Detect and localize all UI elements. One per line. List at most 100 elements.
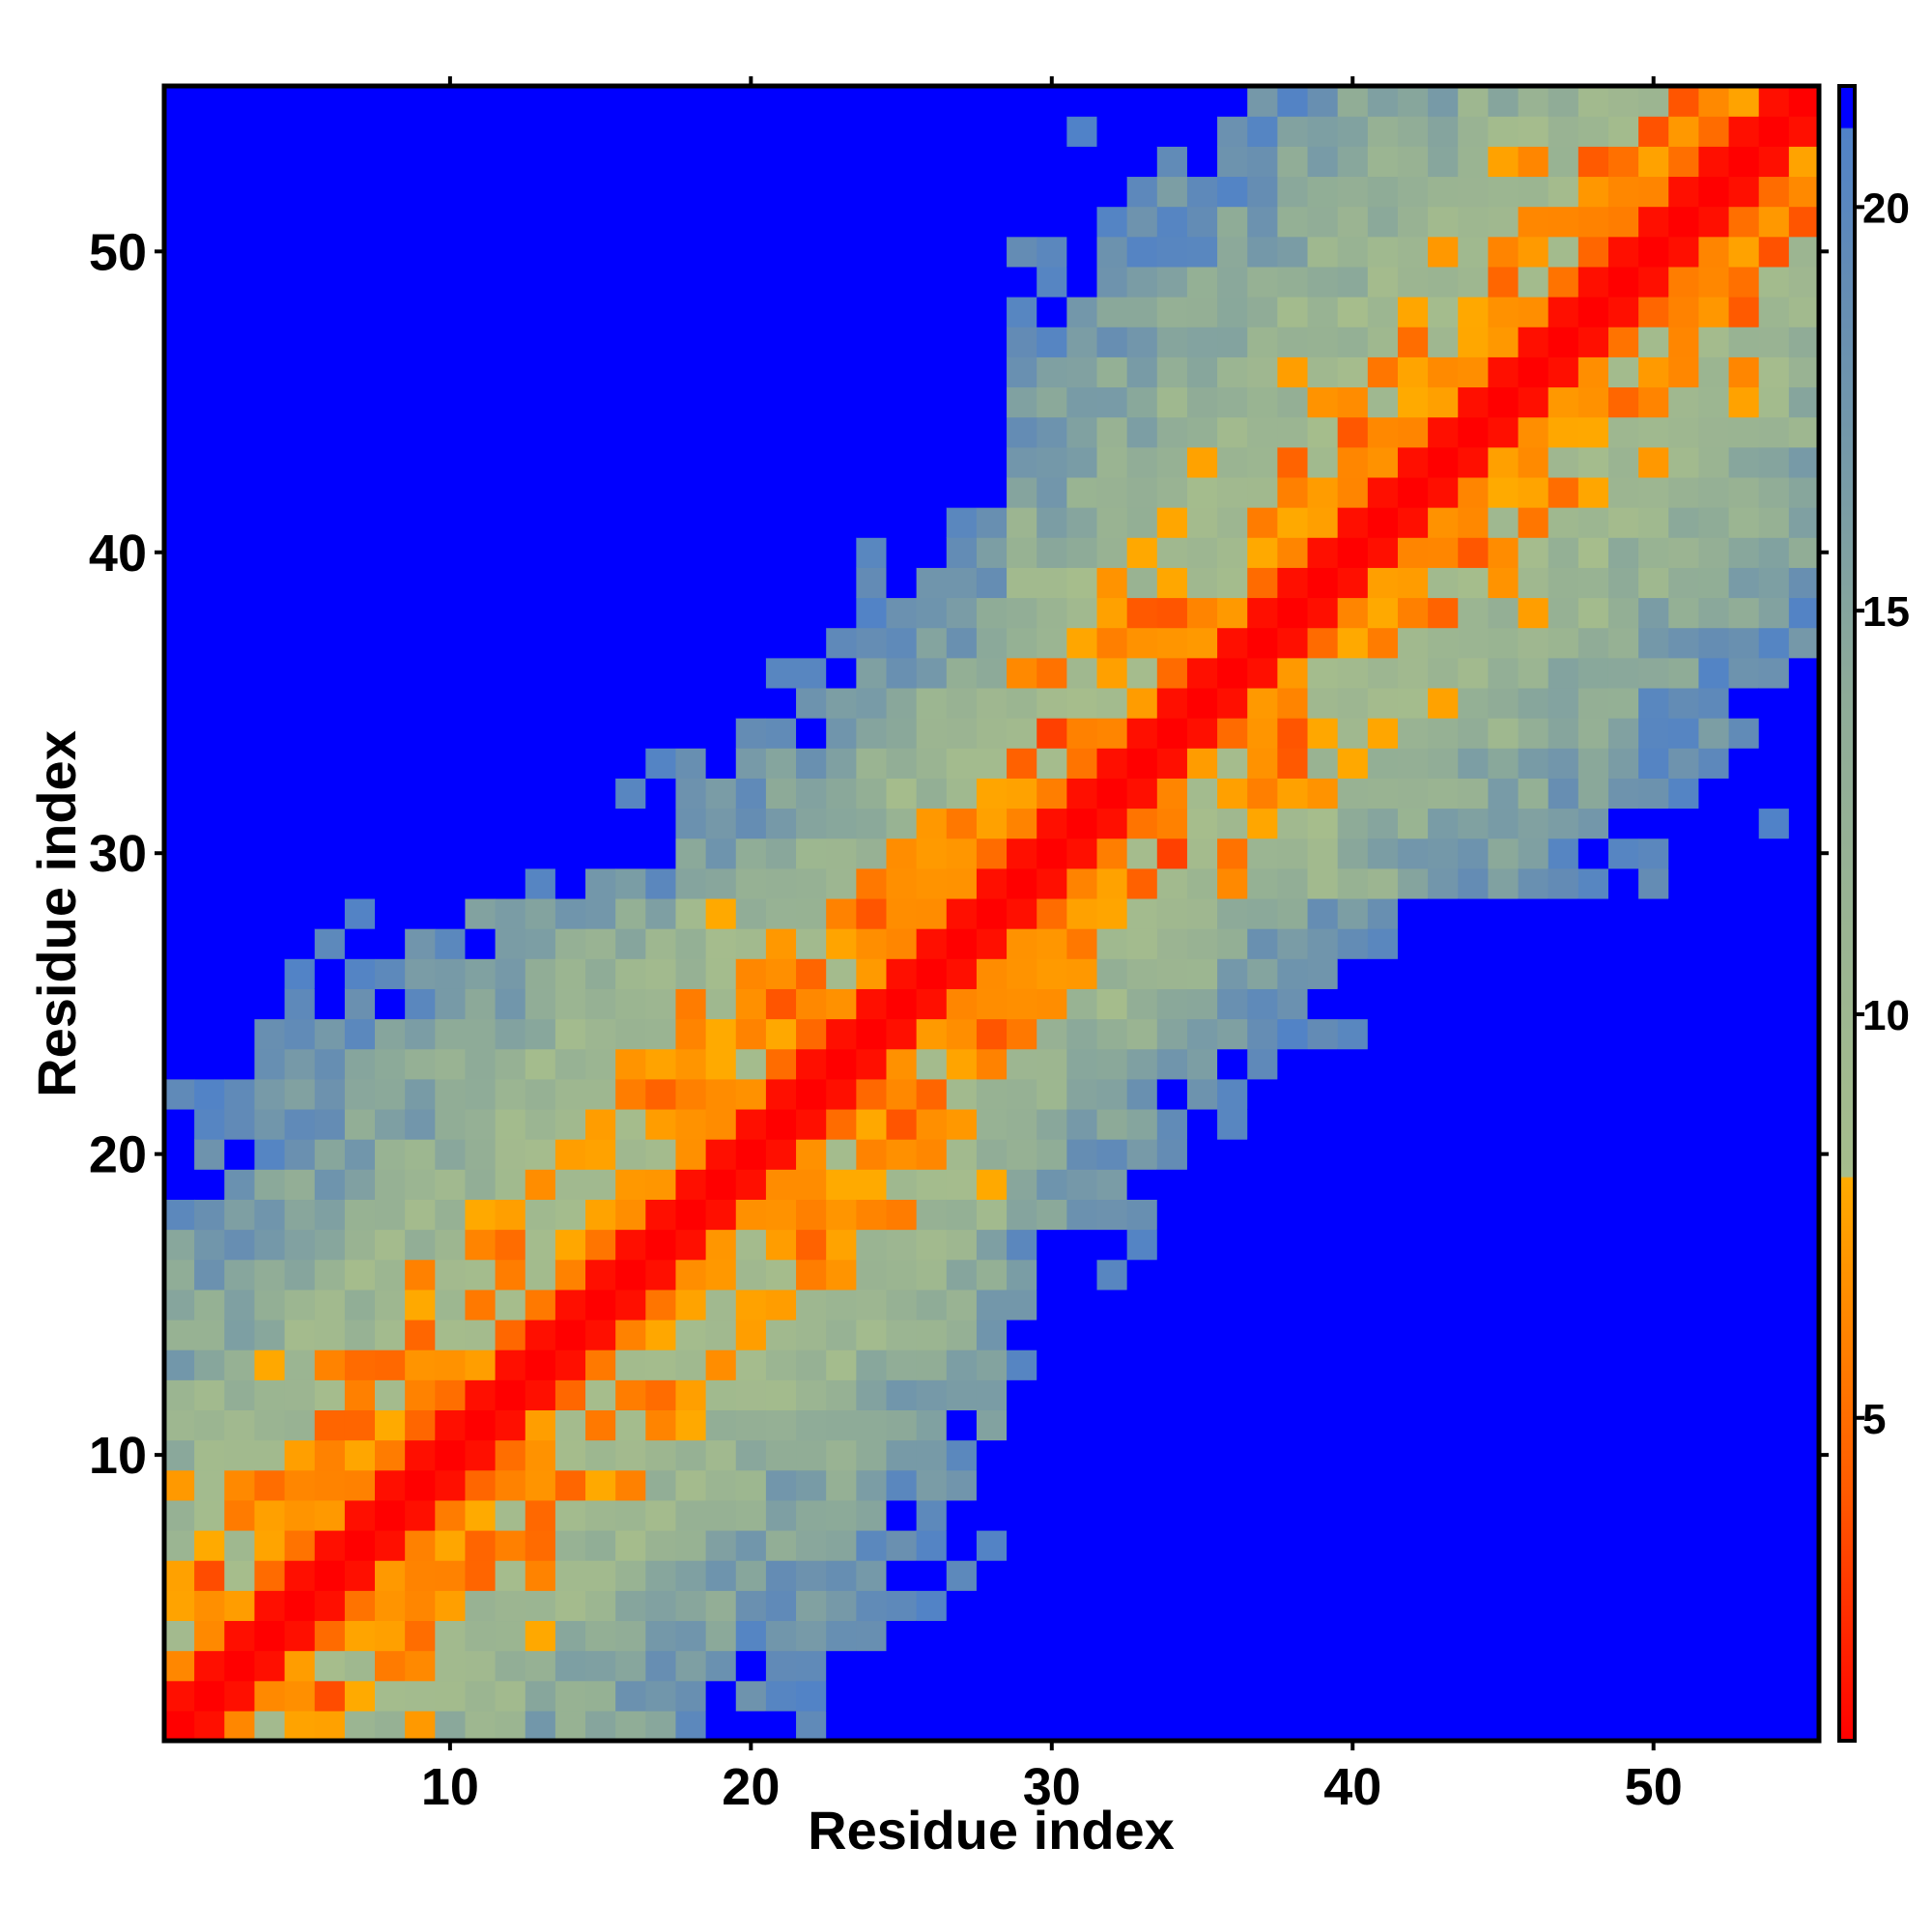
heatmap-cell xyxy=(1126,446,1158,478)
heatmap-cell xyxy=(1066,146,1098,178)
heatmap-cell xyxy=(1367,1259,1399,1291)
heatmap-cell xyxy=(1247,1409,1278,1441)
heatmap-cell xyxy=(1367,476,1399,508)
heatmap-cell xyxy=(465,1319,497,1350)
heatmap-cell xyxy=(886,1229,918,1261)
heatmap-cell xyxy=(1066,1590,1098,1622)
heatmap-cell xyxy=(405,1620,436,1652)
heatmap-cell xyxy=(1247,657,1278,689)
heatmap-cell xyxy=(856,537,888,568)
heatmap-cell xyxy=(314,808,346,839)
heatmap-cell xyxy=(1247,537,1278,568)
heatmap-cell xyxy=(1758,1379,1790,1410)
heatmap-cell xyxy=(826,446,857,478)
heatmap-cell xyxy=(284,86,316,117)
heatmap-cell xyxy=(976,1439,1008,1471)
heatmap-cell xyxy=(1668,236,1700,268)
heatmap-cell xyxy=(224,476,256,508)
heatmap-cell xyxy=(735,1529,767,1561)
heatmap-cell xyxy=(705,1379,737,1410)
heatmap-cell xyxy=(1007,867,1037,899)
heatmap-cell xyxy=(1156,236,1188,268)
heatmap-cell xyxy=(1698,928,1730,959)
heatmap-cell xyxy=(645,1229,677,1261)
heatmap-cell xyxy=(1277,1169,1309,1200)
heatmap-cell xyxy=(615,567,646,599)
heatmap-cell xyxy=(405,1590,436,1622)
heatmap-cell xyxy=(375,1680,406,1712)
heatmap-cell xyxy=(1156,116,1188,147)
heatmap-cell xyxy=(1458,327,1489,357)
heatmap-cell xyxy=(645,778,677,810)
heatmap-cell xyxy=(585,897,616,929)
heatmap-cell xyxy=(164,1199,195,1231)
heatmap-cell xyxy=(705,718,737,749)
heatmap-cell xyxy=(495,808,526,839)
heatmap-cell xyxy=(344,958,376,989)
heatmap-cell xyxy=(645,838,677,869)
heatmap-cell xyxy=(1548,1139,1579,1170)
heatmap-cell xyxy=(1156,1560,1188,1591)
heatmap-cell xyxy=(1007,176,1037,208)
heatmap-cell xyxy=(224,297,256,327)
heatmap-cell xyxy=(705,1169,737,1200)
heatmap-cell xyxy=(765,1590,797,1622)
heatmap-cell xyxy=(525,1469,556,1501)
heatmap-cell xyxy=(1277,1620,1309,1652)
heatmap-cell xyxy=(796,867,827,899)
heatmap-cell xyxy=(976,1078,1008,1110)
heatmap-cell xyxy=(705,1499,737,1531)
heatmap-cell xyxy=(375,1469,406,1501)
heatmap-cell xyxy=(1096,1139,1128,1170)
heatmap-cell xyxy=(465,266,497,298)
heatmap-cell xyxy=(1428,567,1459,599)
heatmap-cell xyxy=(405,1379,436,1410)
heatmap-cell xyxy=(675,1319,707,1350)
heatmap-cell xyxy=(375,176,406,208)
heatmap-cell xyxy=(645,476,677,508)
heatmap-cell xyxy=(675,1350,707,1380)
heatmap-cell xyxy=(554,627,586,659)
heatmap-cell xyxy=(1247,1169,1278,1200)
heatmap-cell xyxy=(1577,1560,1609,1591)
heatmap-cell xyxy=(1217,1139,1248,1170)
heatmap-cell xyxy=(465,1560,497,1591)
heatmap-cell xyxy=(1577,988,1609,1020)
heatmap-cell xyxy=(1607,116,1639,147)
heatmap-cell xyxy=(856,1590,888,1622)
heatmap-cell xyxy=(615,1409,646,1441)
heatmap-cell xyxy=(1458,146,1489,178)
heatmap-cell xyxy=(465,958,497,989)
heatmap-cell xyxy=(254,1350,286,1380)
heatmap-cell xyxy=(1518,1560,1549,1591)
heatmap-cell xyxy=(826,1529,857,1561)
heatmap-cell xyxy=(554,416,586,448)
heatmap-cell xyxy=(1186,236,1218,268)
heatmap-cell xyxy=(314,1289,346,1321)
heatmap-cell xyxy=(495,838,526,869)
heatmap-cell xyxy=(796,897,827,929)
heatmap-cell xyxy=(1277,1139,1309,1170)
heatmap-cell xyxy=(1186,928,1218,959)
heatmap-cell xyxy=(645,567,677,599)
heatmap-cell xyxy=(1758,1078,1790,1110)
heatmap-cell xyxy=(1577,928,1609,959)
heatmap-cell xyxy=(164,1289,195,1321)
heatmap-cell xyxy=(194,1529,225,1561)
heatmap-cell xyxy=(1307,1680,1339,1712)
heatmap-cell xyxy=(1488,1199,1520,1231)
heatmap-cell xyxy=(1156,1350,1188,1380)
heatmap-cell xyxy=(1397,1078,1429,1110)
heatmap-cell xyxy=(1337,1650,1369,1682)
heatmap-cell xyxy=(675,867,707,899)
heatmap-cell xyxy=(1638,1229,1669,1261)
heatmap-cell xyxy=(1367,1229,1399,1261)
heatmap-cell xyxy=(1758,1650,1790,1682)
heatmap-cell xyxy=(615,1048,646,1080)
heatmap-cell xyxy=(585,116,616,147)
heatmap-cell xyxy=(976,446,1008,478)
heatmap-cell xyxy=(1156,1319,1188,1350)
heatmap-cell xyxy=(705,86,737,117)
heatmap-cell xyxy=(164,1229,195,1261)
heatmap-cell xyxy=(1488,988,1520,1020)
